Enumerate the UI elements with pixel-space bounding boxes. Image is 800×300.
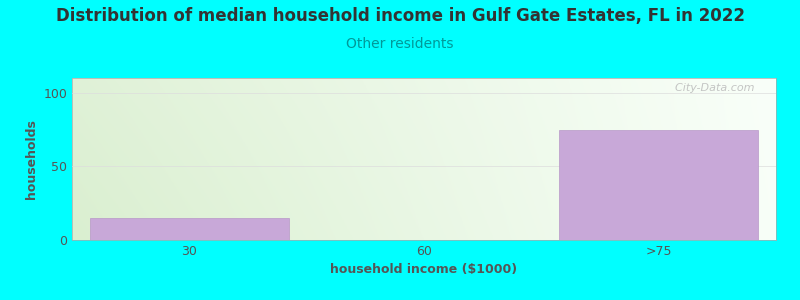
Text: Distribution of median household income in Gulf Gate Estates, FL in 2022: Distribution of median household income … <box>55 8 745 26</box>
Text: City-Data.com: City-Data.com <box>668 83 755 93</box>
Y-axis label: households: households <box>25 119 38 199</box>
Text: Other residents: Other residents <box>346 38 454 52</box>
Bar <box>90 218 289 240</box>
X-axis label: household income ($1000): household income ($1000) <box>330 263 518 276</box>
Bar <box>559 130 758 240</box>
